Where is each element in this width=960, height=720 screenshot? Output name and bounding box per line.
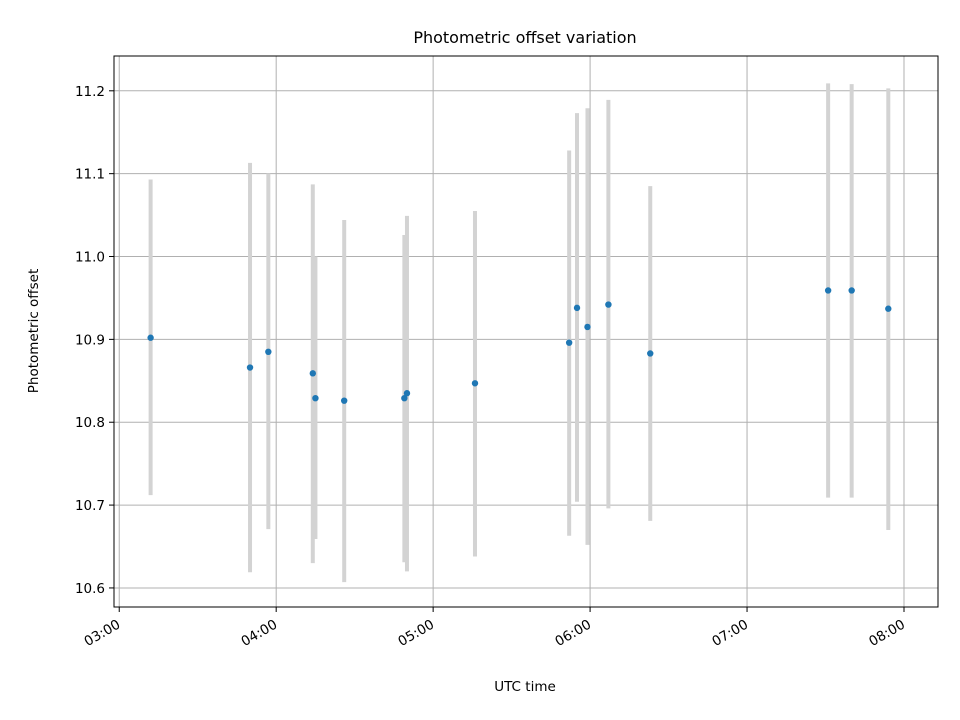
data-point <box>403 390 411 397</box>
y-tick-label: 11.1 <box>75 167 105 183</box>
data-point <box>147 334 154 341</box>
y-tick-label: 10.6 <box>75 581 105 597</box>
data-points <box>147 287 892 404</box>
data-point <box>265 348 272 355</box>
data-point <box>824 287 832 294</box>
data-point <box>246 364 254 371</box>
data-point <box>885 305 892 312</box>
data-point <box>471 380 479 387</box>
data-point <box>573 304 581 312</box>
data-point <box>647 350 654 357</box>
chart-title: Photometric offset variation <box>413 28 636 47</box>
data-point <box>401 395 408 402</box>
y-tick-label: 11.2 <box>75 84 105 100</box>
data-point <box>848 287 855 294</box>
y-axis: 10.6 10.7 10.8 10.9 11.0 11.1 11.2 <box>75 84 114 597</box>
y-tick-label: 11.0 <box>75 250 105 266</box>
plot-frame <box>113 55 939 608</box>
y-axis-label: Photometric offset <box>26 269 42 393</box>
data-point <box>340 397 348 404</box>
data-point <box>312 395 319 402</box>
data-point <box>584 323 591 331</box>
y-tick-label: 10.9 <box>75 332 105 348</box>
x-axis-label: UTC time <box>494 679 556 695</box>
y-tick-label: 10.7 <box>75 498 105 514</box>
data-point <box>605 301 612 308</box>
data-point <box>309 370 317 377</box>
data-point <box>565 339 573 346</box>
y-tick-label: 10.8 <box>75 415 105 431</box>
